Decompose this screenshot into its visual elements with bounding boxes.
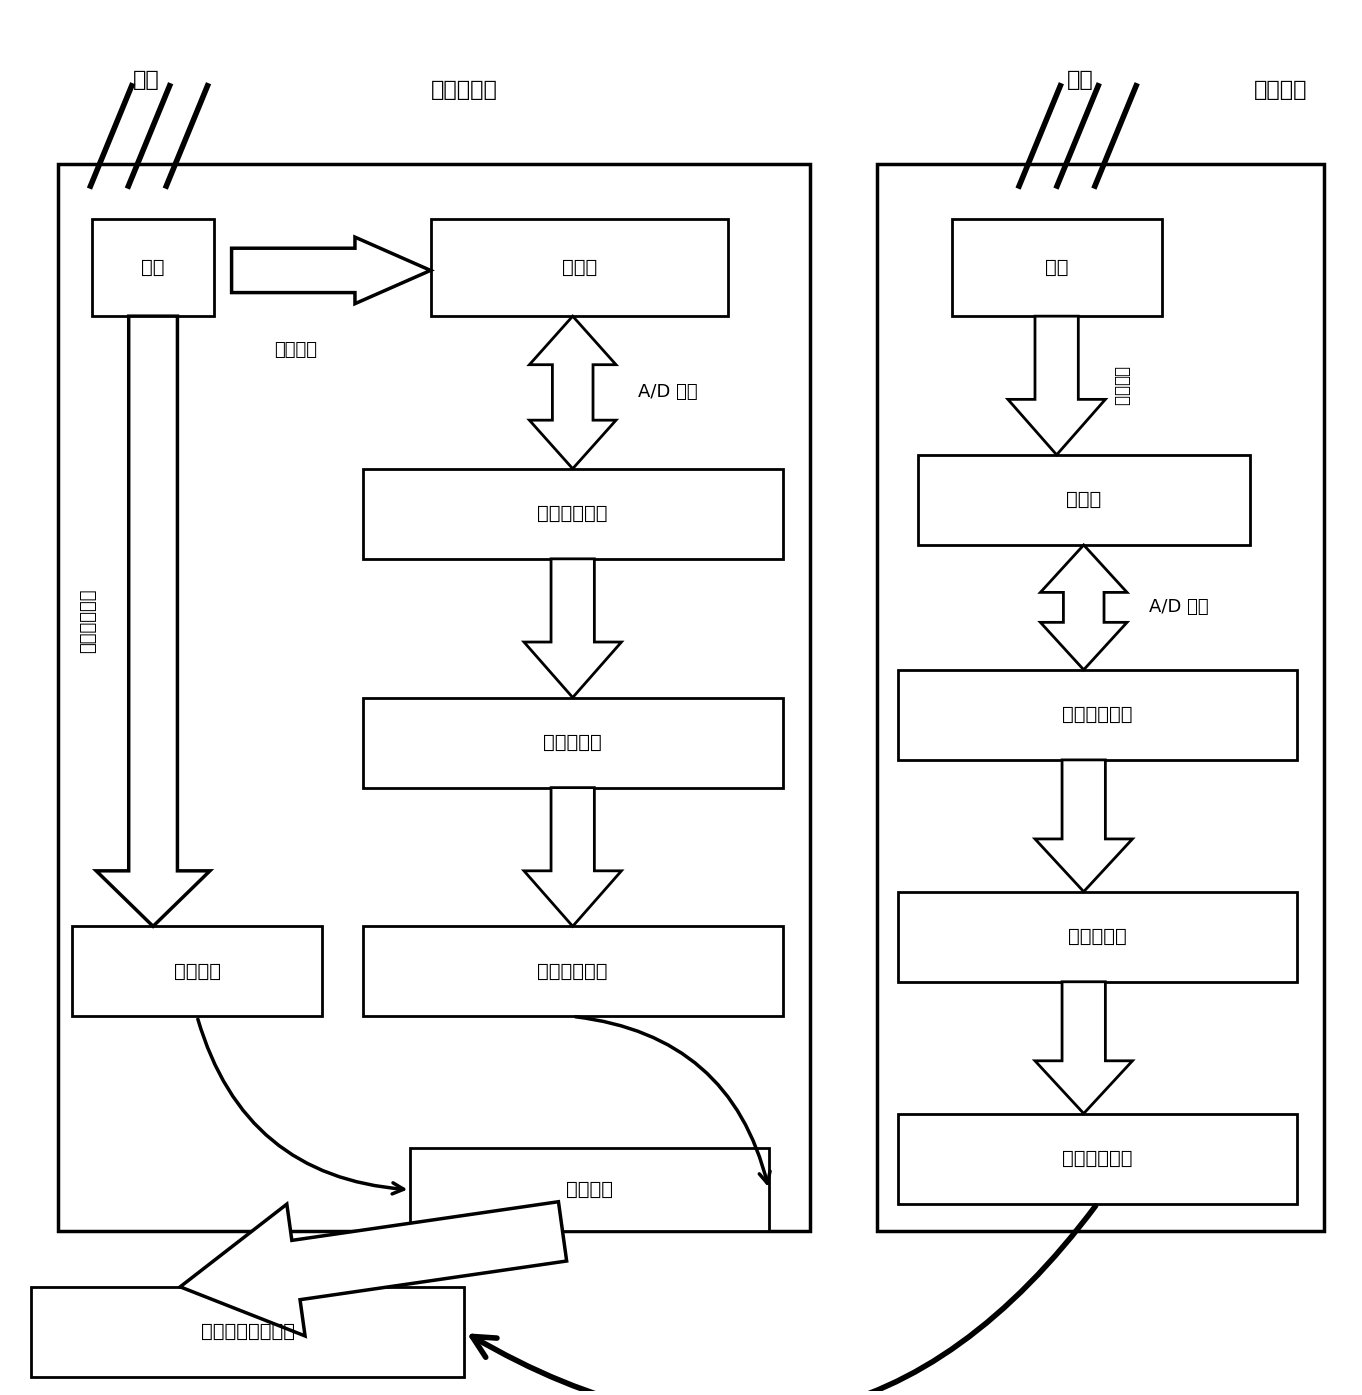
Bar [952,219,1162,317]
Text: 待测样本: 待测样本 [1254,80,1308,100]
Text: A/D 转换: A/D 转换 [637,384,697,402]
Text: 养分含量: 养分含量 [173,963,221,981]
Text: 光谱仪: 光谱仪 [563,258,597,278]
Bar [93,219,214,317]
Text: 光源: 光源 [133,70,159,91]
Polygon shape [97,317,210,926]
Bar [31,1286,464,1377]
Text: 光谱预处理: 光谱预处理 [1068,928,1126,946]
Text: 标准的化学法: 标准的化学法 [79,589,97,653]
Text: 校正模型: 校正模型 [567,1180,613,1200]
Bar [410,1148,770,1232]
Polygon shape [524,559,621,698]
Polygon shape [1041,545,1126,670]
Text: 数据采集: 数据采集 [274,342,317,359]
Text: 待测样本养分含量: 待测样本养分含量 [200,1322,294,1342]
Polygon shape [1035,760,1132,891]
Polygon shape [524,788,621,926]
Bar [898,1113,1297,1204]
Polygon shape [232,237,430,304]
Polygon shape [180,1201,567,1336]
Text: 土壤: 土壤 [1045,258,1068,278]
Text: 特征光谱信息: 特征光谱信息 [538,963,607,981]
Bar [59,163,809,1232]
Bar [898,670,1297,760]
Bar [362,698,783,788]
Text: 光谱预处理: 光谱预处理 [543,732,602,752]
Text: 光谱原始数据: 光谱原始数据 [1062,706,1132,724]
Bar [362,926,783,1017]
Text: A/D 转换: A/D 转换 [1148,598,1208,617]
Bar [918,455,1249,545]
Bar [362,469,783,559]
Text: 光谱原始数据: 光谱原始数据 [538,504,607,523]
Bar [430,219,729,317]
Polygon shape [1035,982,1132,1113]
Text: 数据采集: 数据采集 [1113,365,1130,406]
Text: 光谱仪: 光谱仪 [1066,491,1102,509]
Polygon shape [1008,317,1106,455]
Bar [898,891,1297,982]
Bar [72,926,323,1017]
Text: 土壤: 土壤 [142,258,165,278]
Text: 校正样本集: 校正样本集 [430,80,498,100]
Polygon shape [530,317,616,469]
Text: 光源: 光源 [1066,70,1094,91]
Bar [877,163,1324,1232]
FancyArrowPatch shape [473,1205,1095,1395]
Text: 特征光谱信息: 特征光谱信息 [1062,1149,1132,1168]
